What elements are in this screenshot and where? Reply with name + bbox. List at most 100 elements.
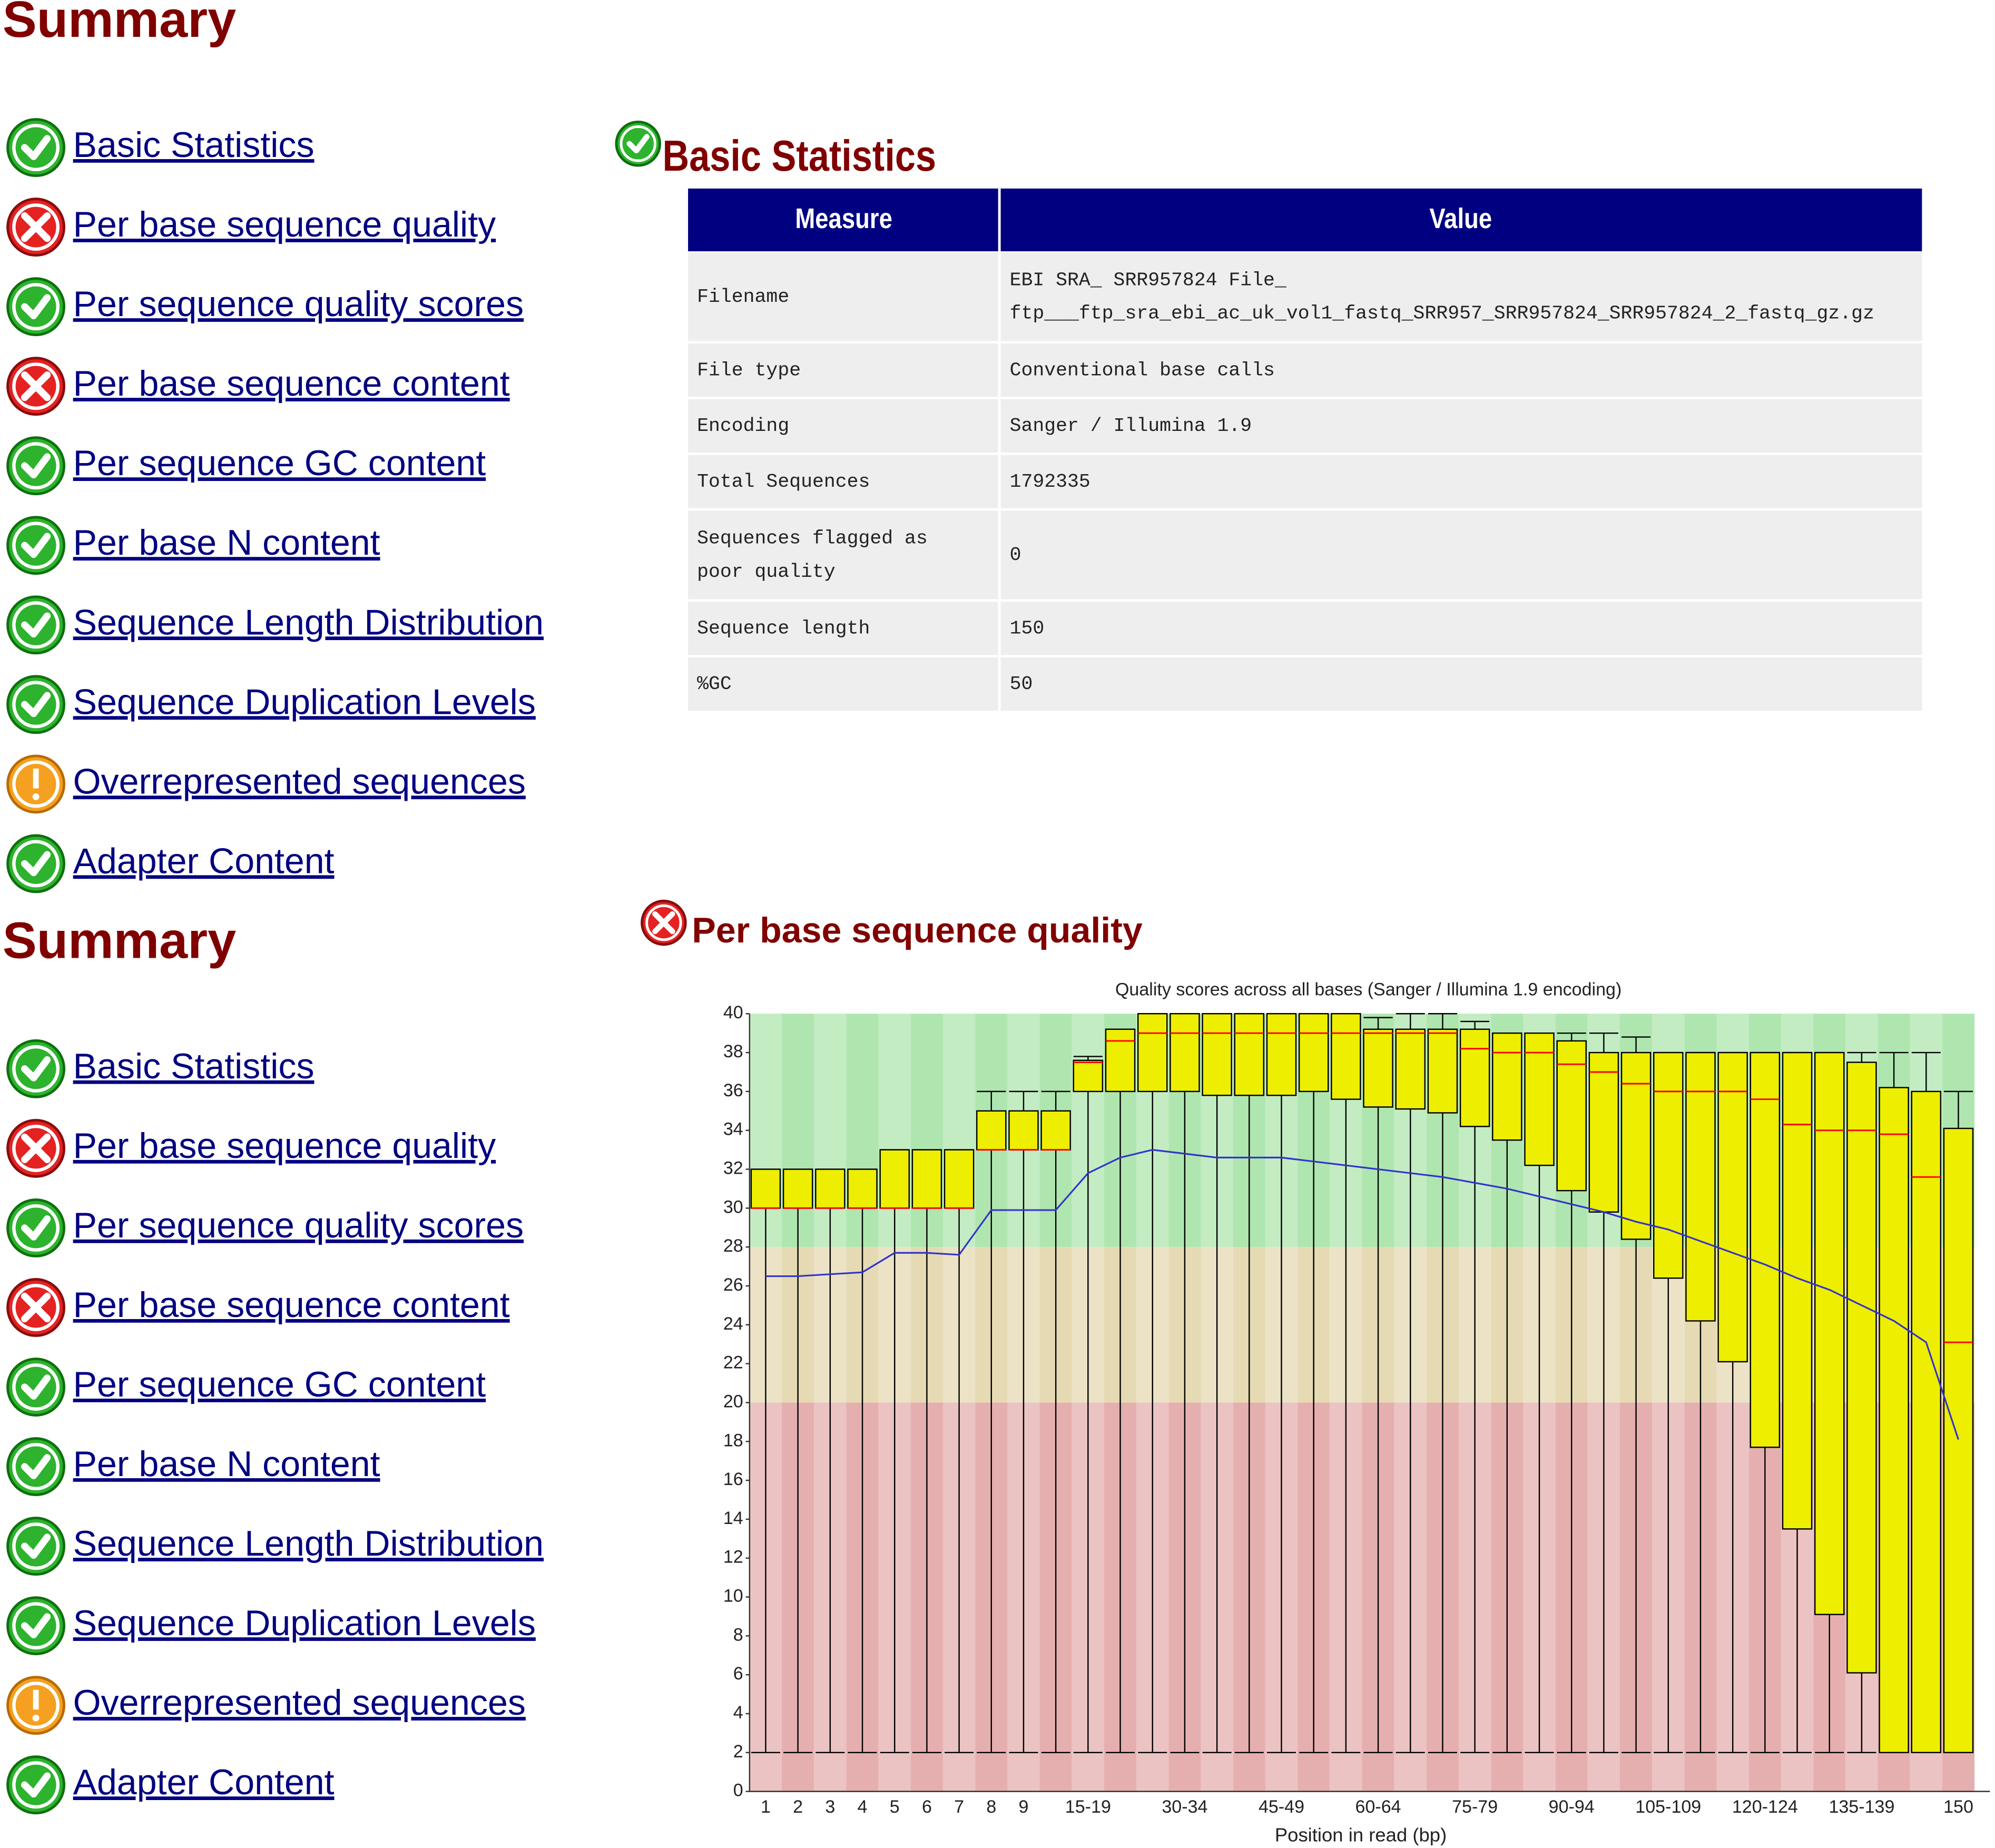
box	[944, 1149, 975, 1209]
summary-link[interactable]: Basic Statistics	[73, 1046, 315, 1086]
cross-mark	[652, 911, 675, 935]
status-icon	[6, 436, 66, 496]
box	[1331, 1013, 1361, 1100]
table-row	[688, 252, 1922, 341]
table-row	[688, 657, 1922, 711]
box	[1846, 1061, 1877, 1674]
x-tick-label: 15-19	[1065, 1797, 1111, 1817]
box	[1814, 1051, 1845, 1615]
box	[1782, 1051, 1813, 1530]
summary-link[interactable]: Per sequence GC content	[73, 1364, 486, 1404]
table-cell: 1792335	[1010, 471, 1090, 493]
box	[1524, 1032, 1555, 1166]
y-tick-label: 8	[733, 1625, 743, 1645]
status-icon-ring	[12, 1761, 60, 1809]
box	[1363, 1028, 1393, 1108]
y-tick-label: 12	[723, 1547, 743, 1567]
status-icon-ring	[12, 601, 60, 649]
summary-link[interactable]: Per base N content	[73, 1444, 380, 1484]
box	[1427, 1028, 1458, 1114]
x-tick-label: 120-124	[1732, 1797, 1798, 1817]
table-cell: %GC	[697, 673, 732, 695]
box	[911, 1149, 942, 1209]
cross-mark	[21, 1292, 51, 1323]
summary-link[interactable]: Per base N content	[73, 523, 380, 563]
summary-link[interactable]: Overrepresented sequences	[73, 1683, 526, 1723]
table-cell: Filename	[697, 286, 789, 308]
cross-mark	[21, 1133, 51, 1163]
status-icon-ring	[12, 1602, 60, 1650]
x-tick-label: 1	[761, 1797, 771, 1817]
summary-link[interactable]: Adapter Content	[73, 841, 335, 881]
x-tick-label: 45-49	[1259, 1797, 1304, 1817]
status-icon	[6, 1039, 66, 1098]
check-mark	[21, 453, 51, 479]
y-tick-label: 26	[723, 1275, 743, 1295]
x-tick-label: 150	[1943, 1797, 1973, 1817]
status-icon	[6, 1596, 66, 1656]
x-tick-label: 60-64	[1355, 1797, 1401, 1817]
status-icon	[6, 595, 66, 655]
warn-mark	[32, 1714, 40, 1722]
x-tick-label: 5	[890, 1797, 900, 1817]
y-tick-label: 10	[723, 1586, 743, 1606]
y-tick-label: 30	[723, 1197, 743, 1217]
summary-link[interactable]: Per sequence quality scores	[73, 284, 524, 324]
box	[1040, 1110, 1071, 1151]
y-tick-label: 24	[723, 1314, 743, 1334]
summary-link[interactable]: Per base sequence content	[73, 1285, 510, 1325]
check-mark	[21, 1056, 51, 1082]
status-icon-ring	[12, 124, 60, 172]
summary-link[interactable]: Overrepresented sequences	[73, 761, 526, 801]
check-mark	[21, 1613, 51, 1638]
y-tick-label: 0	[733, 1781, 743, 1801]
table-cell: Encoding	[697, 415, 789, 437]
box	[1234, 1013, 1265, 1096]
summary-link[interactable]: Per base sequence quality	[73, 1126, 496, 1166]
table-row	[688, 510, 1922, 599]
x-tick-label: 2	[793, 1797, 803, 1817]
x-tick-label: 4	[858, 1797, 868, 1817]
box	[1298, 1013, 1329, 1093]
table-cell: File type	[697, 359, 801, 381]
check-mark	[21, 1215, 51, 1241]
box	[1170, 1013, 1200, 1093]
box	[1879, 1087, 1909, 1754]
check-mark	[21, 1534, 51, 1559]
summary-title: Summary	[3, 912, 236, 969]
status-icon-ring	[12, 362, 60, 410]
summary-link[interactable]: Sequence Length Distribution	[73, 1523, 544, 1564]
table-cell: Total Sequences	[697, 471, 870, 493]
summary-link[interactable]: Per sequence quality scores	[73, 1205, 524, 1245]
box	[1266, 1013, 1297, 1096]
check-mark	[21, 692, 51, 717]
summary-link[interactable]: Sequence Duplication Levels	[73, 682, 536, 722]
table-cell: 50	[1010, 673, 1033, 695]
summary-link[interactable]: Sequence Length Distribution	[73, 602, 544, 642]
box	[1105, 1028, 1136, 1093]
summary-link[interactable]: Per base sequence content	[73, 363, 510, 404]
status-icon	[6, 675, 66, 734]
summary-link[interactable]: Sequence Duplication Levels	[73, 1603, 536, 1643]
table-cell: Sequences flagged as	[697, 528, 928, 549]
table-header-cell: Measure	[795, 202, 892, 234]
x-tick-label: 7	[954, 1797, 964, 1817]
x-tick-label: 3	[825, 1797, 835, 1817]
warn-mark	[33, 768, 39, 789]
box	[1717, 1051, 1748, 1363]
summary-link[interactable]: Per sequence GC content	[73, 443, 486, 483]
status-icon-ring	[12, 1443, 60, 1491]
cross-mark	[21, 212, 51, 242]
box	[1911, 1090, 1942, 1754]
summary-link[interactable]: Per base sequence quality	[73, 204, 496, 244]
check-mark	[21, 294, 51, 319]
summary-link[interactable]: Adapter Content	[73, 1762, 335, 1802]
summary-link[interactable]: Basic Statistics	[73, 125, 315, 165]
box	[1008, 1110, 1039, 1151]
status-icon-ring	[12, 203, 60, 251]
status-icon-ring	[12, 760, 60, 808]
x-tick-label: 9	[1019, 1797, 1029, 1817]
status-icon-ring	[12, 1522, 60, 1570]
y-tick-label: 38	[723, 1041, 743, 1061]
